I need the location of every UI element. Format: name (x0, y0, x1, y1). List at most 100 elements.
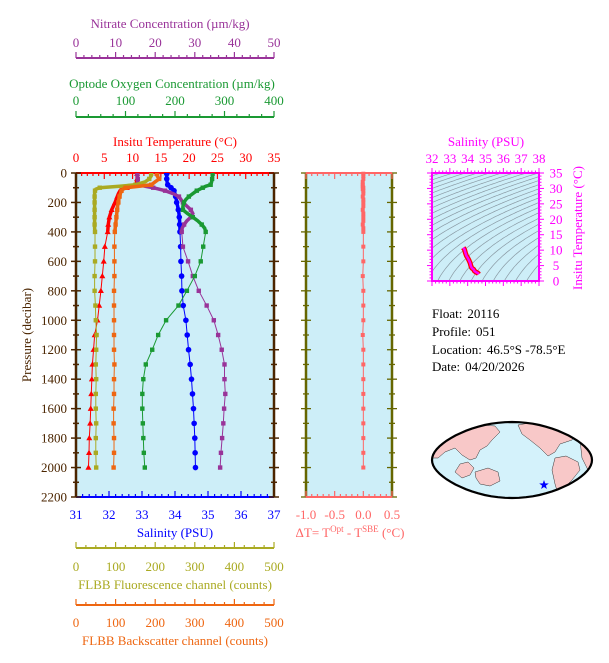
delta-t-axis-title: ΔT= TOpt - TSBE (°C) (296, 524, 405, 540)
delta-t-title-sup-sbe: SBE (362, 524, 379, 534)
temperature-point (108, 206, 115, 213)
pressure-tick-label: 1800 (41, 431, 67, 446)
oxygen-point (209, 176, 215, 182)
density-contour (437, 207, 539, 281)
temperature-point (85, 464, 92, 470)
pressure-tick-label: 2200 (41, 490, 67, 505)
nitrate-point (179, 229, 184, 235)
density-contour (432, 173, 467, 185)
pressure-tick-label: 1400 (41, 372, 67, 387)
density-contour (432, 192, 539, 249)
temperature-point (97, 287, 104, 294)
oxygen-point (194, 188, 199, 193)
delta-t-tick-label: -1.0 (296, 507, 317, 522)
density-contour (432, 173, 528, 209)
salinity-point (179, 288, 185, 294)
backscatter-point (156, 176, 162, 182)
fluorescence-point (94, 332, 99, 338)
density-contour (503, 244, 539, 281)
temperature-point (87, 420, 94, 426)
salinity-point (189, 391, 196, 397)
backscatter-point (154, 173, 160, 176)
nitrate-point (135, 176, 140, 182)
fluorescence-point (92, 200, 97, 205)
fluorescence-point (93, 421, 99, 426)
backscatter-point (123, 185, 128, 190)
density-contour (432, 197, 539, 259)
delta-t-point (361, 406, 366, 411)
ts-salinity-tick-label: 33 (443, 151, 456, 166)
delta-t-point (361, 197, 366, 202)
oxygen-tick-label: 200 (165, 93, 185, 108)
salinity-point (176, 221, 183, 228)
oxygen-point (184, 288, 190, 294)
salinity-point (185, 346, 192, 353)
fluorescence-point (93, 465, 99, 470)
oxygen-point (199, 222, 204, 227)
ts-temperature-tick-label: 30 (550, 181, 563, 196)
continent (474, 467, 501, 487)
nitrate-point (221, 421, 226, 426)
oxygen-point (203, 229, 208, 235)
oxygen-point (140, 391, 145, 397)
delta-t-point (361, 188, 366, 193)
temperature-tick-label: 25 (211, 150, 224, 165)
delta-t-point (361, 244, 366, 249)
oxygen-tick-label: 0 (73, 93, 80, 108)
nitrate-tick-label: 10 (109, 35, 122, 50)
delta-t-plot-area (306, 173, 392, 497)
salinity-point (192, 464, 199, 471)
density-contour (515, 253, 539, 281)
date-value: 04/20/2026 (465, 359, 525, 374)
salinity-point (175, 207, 182, 213)
fluorescence-tick-label: 300 (185, 559, 205, 574)
fluorescence-point (92, 214, 97, 220)
delta-t-point (361, 288, 366, 293)
temperature-point (88, 375, 95, 382)
backscatter-point (111, 332, 117, 338)
backscatter-point (116, 200, 121, 205)
backscatter-point (111, 406, 116, 411)
salinity-point (184, 332, 191, 338)
delta-t-tick-label: -0.5 (324, 507, 345, 522)
fluorescence-point (93, 318, 98, 323)
fluorescence-tick-label: 400 (225, 559, 245, 574)
backscatter-point (114, 207, 120, 213)
pressure-tick-label: 800 (48, 283, 68, 298)
density-contour (432, 176, 539, 220)
fluorescence-point (92, 244, 98, 249)
nitrate-point (219, 347, 224, 352)
fluorescence-point (92, 229, 98, 235)
oxygen-point (141, 435, 146, 441)
fluorescence-point (92, 288, 97, 294)
oxygen-point (143, 362, 148, 367)
oxygen-tick-label: 300 (215, 93, 235, 108)
fluorescence-point (92, 273, 97, 279)
ts-temperature-tick-label: 15 (550, 227, 563, 242)
ts-temperature-tick-label: 20 (550, 212, 563, 227)
nitrate-point (211, 318, 217, 323)
fluorescence-point (92, 188, 98, 193)
fluorescence-point (92, 259, 98, 264)
fluorescence-point (92, 194, 97, 199)
salinity-point (173, 199, 180, 206)
delta-t-point (361, 215, 366, 220)
fluorescence-tick-label: 0 (73, 559, 80, 574)
density-contour (470, 223, 539, 281)
delta-t-point (360, 222, 365, 227)
fluorescence-point (93, 435, 98, 441)
backscatter-point (113, 222, 118, 227)
delta-t-point (361, 259, 366, 264)
delta-t-point (361, 173, 366, 178)
temperature-tick-label: 0 (73, 150, 80, 165)
salinity-point (187, 361, 193, 368)
salinity-point (178, 273, 185, 279)
salinity-tick-label: 31 (70, 507, 83, 522)
oxygen-point (208, 182, 213, 187)
delta-t-point (361, 465, 366, 470)
temperature-tick-label: 35 (268, 150, 281, 165)
pressure-tick-label: 400 (48, 224, 68, 239)
salinity-point (192, 450, 198, 456)
salinity-point (188, 376, 195, 382)
